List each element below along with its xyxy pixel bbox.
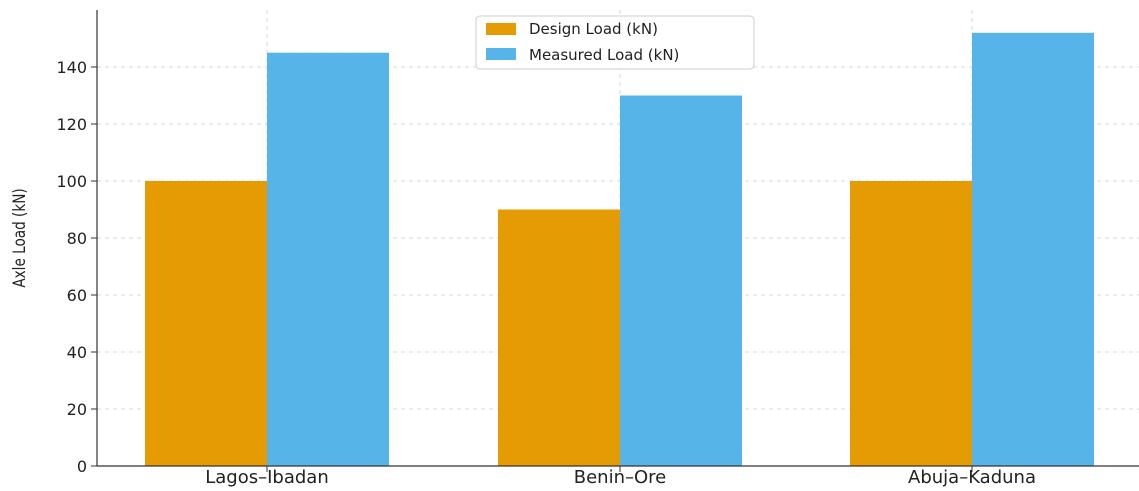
x-tick-label: Benin–Ore [574, 467, 667, 488]
legend: Design Load (kN) Measured Load (kN) [475, 15, 755, 70]
legend-swatch-design [486, 23, 516, 35]
bars-layer [145, 32, 1094, 467]
x-tick-label: Lagos–Ibadan [205, 467, 329, 488]
legend-box [475, 15, 755, 70]
y-tick-label: 40 [67, 343, 87, 362]
x-tick-label: Abuja–Kaduna [908, 467, 1036, 488]
y-tick-label: 0 [77, 457, 87, 476]
y-tick-label: 120 [56, 115, 87, 134]
bar-design [850, 181, 972, 466]
y-tick-label: 60 [67, 286, 87, 305]
bar-design [498, 209, 620, 466]
bar-measured [267, 52, 389, 466]
ticks-layer: 0 20 40 60 80 100 120 140 [56, 58, 973, 476]
y-tick-label: 140 [56, 58, 87, 77]
bar-measured [972, 32, 1094, 467]
y-axis-title: Axle Load (kN) [10, 188, 30, 287]
y-tick-label: 20 [67, 400, 87, 419]
bar-design [145, 181, 267, 466]
legend-label-measured: Measured Load (kN) [529, 46, 679, 64]
legend-label-design: Design Load (kN) [529, 20, 658, 38]
legend-swatch-measured [486, 48, 516, 60]
category-labels: Lagos–Ibadan Benin–Ore Abuja–Kaduna [205, 467, 1036, 488]
y-tick-label: 80 [67, 229, 87, 248]
bar-measured [620, 95, 742, 466]
y-tick-label: 100 [56, 172, 87, 191]
